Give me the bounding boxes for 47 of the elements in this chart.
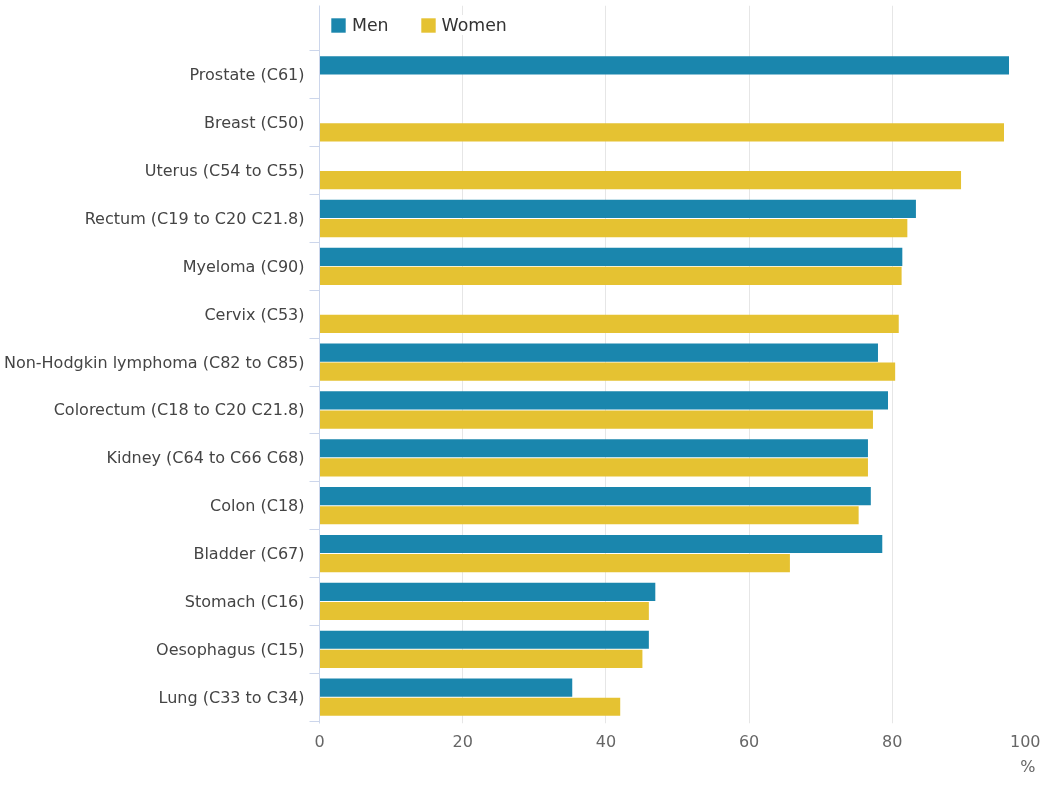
legend-label: Women bbox=[441, 15, 507, 35]
bar bbox=[319, 56, 1010, 75]
bar bbox=[319, 697, 621, 716]
y-tick-label: Colorectum (C18 to C20 C21.8) bbox=[53, 400, 305, 420]
x-tick-label: 0 bbox=[314, 731, 325, 751]
bar bbox=[319, 554, 790, 573]
bar bbox=[319, 199, 916, 219]
y-tick-label: Uterus (C54 to C55) bbox=[144, 161, 305, 181]
y-tick-label: Bladder (C67) bbox=[193, 544, 305, 564]
legend-label: Men bbox=[352, 15, 389, 35]
y-tick-label: Non-Hodgkin lymphoma (C82 to C85) bbox=[3, 352, 305, 372]
x-tick-label: 40 bbox=[595, 731, 617, 751]
bar bbox=[319, 439, 868, 458]
bar bbox=[319, 343, 878, 362]
bar bbox=[319, 506, 859, 525]
bar bbox=[319, 458, 868, 477]
bar bbox=[319, 362, 896, 381]
y-tick-label: Oesophagus (C15) bbox=[156, 639, 305, 659]
x-tick-label: 60 bbox=[738, 731, 760, 751]
bar bbox=[319, 266, 902, 286]
y-tick-label: Cervix (C53) bbox=[204, 304, 305, 324]
y-tick-label: Colon (C18) bbox=[210, 496, 305, 516]
bar bbox=[319, 601, 649, 621]
bar bbox=[319, 649, 643, 668]
bar bbox=[319, 391, 888, 410]
y-tick-label: Kidney (C64 to C66 C68) bbox=[106, 448, 305, 468]
x-tick-label: 80 bbox=[882, 731, 903, 751]
bar bbox=[319, 314, 899, 333]
y-tick-label: Lung (C33 to C34) bbox=[158, 687, 305, 707]
bar bbox=[319, 534, 883, 554]
x-tick-label: 20 bbox=[452, 731, 473, 751]
y-tick-label: Myeloma (C90) bbox=[182, 256, 305, 276]
bar bbox=[319, 487, 871, 506]
bar bbox=[319, 630, 649, 649]
x-axis-title: % bbox=[1020, 756, 1036, 776]
bar bbox=[319, 171, 962, 190]
bar bbox=[319, 678, 573, 697]
bar bbox=[319, 410, 873, 429]
bar bbox=[319, 582, 656, 601]
y-tick-label: Prostate (C61) bbox=[189, 65, 305, 85]
x-tick-label: 100 bbox=[1009, 731, 1041, 751]
y-tick-label: Stomach (C16) bbox=[184, 591, 305, 611]
bar bbox=[319, 247, 903, 266]
y-tick-label: Breast (C50) bbox=[203, 113, 305, 133]
y-tick-label: Rectum (C19 to C20 C21.8) bbox=[84, 209, 305, 229]
bar bbox=[319, 123, 1004, 142]
bar bbox=[319, 218, 908, 238]
